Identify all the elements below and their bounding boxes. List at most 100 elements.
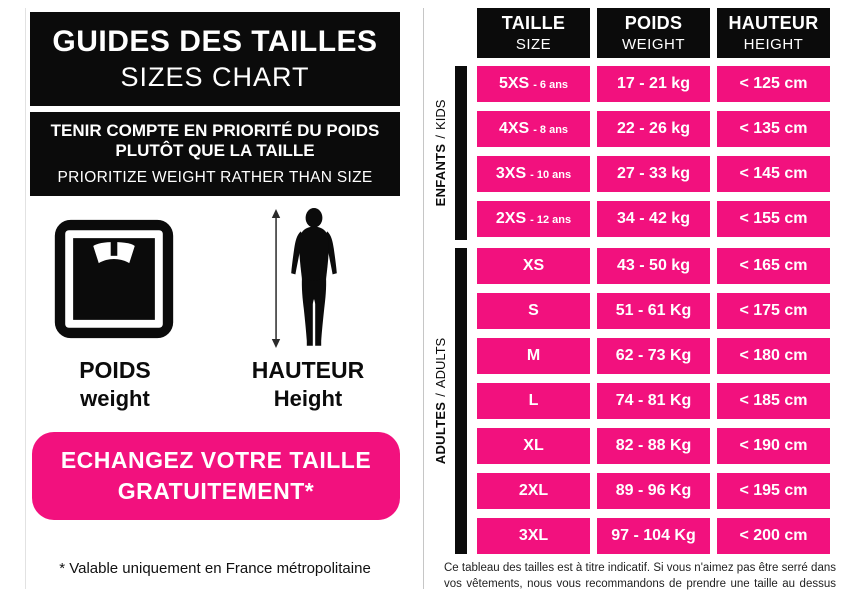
weight-cell: 17 - 21 kg — [597, 66, 710, 102]
adults-section-bar — [455, 248, 467, 554]
kids-label-separator: / — [432, 134, 448, 139]
page-title-fr: GUIDES DES TAILLES — [52, 25, 378, 58]
notice-en: PRIORITIZE WEIGHT RATHER THAN SIZE — [57, 169, 373, 187]
person-height-arrow-icon — [264, 207, 344, 350]
column-header-size-en: SIZE — [515, 36, 552, 53]
column-header-height-fr: HAUTEUR — [728, 13, 819, 33]
size-value: M — [526, 347, 541, 364]
size-value: 3XL — [518, 527, 549, 544]
height-cell: < 195 cm — [717, 473, 830, 509]
weight-cell: 51 - 61 Kg — [597, 293, 710, 329]
column-header-weight-en: WEIGHT — [622, 36, 685, 53]
height-cell: < 165 cm — [717, 248, 830, 284]
column-header-weight: POIDS WEIGHT — [597, 8, 710, 58]
size-cell: 3XS - 10 ans — [477, 156, 590, 192]
column-header-height-en: HEIGHT — [743, 36, 804, 53]
table-row: L 74 - 81 Kg < 185 cm — [477, 383, 830, 419]
size-age: - 8 ans — [533, 124, 569, 136]
height-cell: < 175 cm — [717, 293, 830, 329]
size-value: S — [528, 302, 539, 319]
adults-label-fr: ADULTES — [432, 401, 448, 465]
height-cell: < 145 cm — [717, 156, 830, 192]
size-cell: S — [477, 293, 590, 329]
size-cell: 2XS - 12 ans — [477, 201, 590, 237]
size-cell: 2XL — [477, 473, 590, 509]
column-header-size: TAILLE SIZE — [477, 8, 590, 58]
height-cell: < 200 cm — [717, 518, 830, 554]
weight-cell: 82 - 88 Kg — [597, 428, 710, 464]
table-disclaimer: Ce tableau des tailles est à titre indic… — [444, 562, 836, 591]
size-cell: 3XL — [477, 518, 590, 554]
table-row: XL 82 - 88 Kg < 190 cm — [477, 428, 830, 464]
weight-label-fr: POIDS — [79, 357, 151, 383]
size-cell: M — [477, 338, 590, 374]
size-value: XS — [522, 257, 545, 274]
title-banner: GUIDES DES TAILLES SIZES CHART — [30, 12, 400, 106]
notice-banner: TENIR COMPTE EN PRIORITÉ DU POIDS PLUTÔT… — [30, 112, 400, 196]
height-label-fr: HAUTEUR — [251, 357, 365, 383]
weight-cell: 74 - 81 Kg — [597, 383, 710, 419]
table-row: 2XL 89 - 96 Kg < 195 cm — [477, 473, 830, 509]
kids-section-label: ENFANTS / KIDS — [431, 66, 449, 240]
weight-cell: 43 - 50 kg — [597, 248, 710, 284]
double-arrow-icon — [271, 209, 281, 348]
height-cell: < 180 cm — [717, 338, 830, 374]
size-age: - 10 ans — [530, 169, 572, 181]
size-value: XL — [523, 437, 544, 454]
panel-divider-line — [423, 8, 424, 589]
weight-cell: 97 - 104 Kg — [597, 518, 710, 554]
table-row: 5XS - 6 ans 17 - 21 kg < 125 cm — [477, 66, 830, 102]
bathroom-scale-icon — [53, 218, 175, 340]
weight-label-en: weight — [80, 386, 150, 412]
left-fold-line — [25, 8, 26, 589]
weight-cell: 34 - 42 kg — [597, 201, 710, 237]
height-cell: < 185 cm — [717, 383, 830, 419]
size-age: - 6 ans — [533, 79, 569, 91]
size-value: 4XS — [498, 120, 530, 137]
height-cell: < 125 cm — [717, 66, 830, 102]
table-row: 3XS - 10 ans 27 - 33 kg < 145 cm — [477, 156, 830, 192]
table-row: 4XS - 8 ans 22 - 26 kg < 135 cm — [477, 111, 830, 147]
size-age: - 12 ans — [530, 214, 572, 226]
height-label: HAUTEUR Height — [228, 357, 388, 412]
table-row: 2XS - 12 ans 34 - 42 kg < 155 cm — [477, 201, 830, 237]
weight-cell: 89 - 96 Kg — [597, 473, 710, 509]
footnote: * Valable uniquement en France métropoli… — [59, 560, 371, 577]
column-header-height: HAUTEUR HEIGHT — [717, 8, 830, 58]
size-cell: L — [477, 383, 590, 419]
height-cell: < 135 cm — [717, 111, 830, 147]
column-header-size-fr: TAILLE — [501, 13, 566, 33]
table-row: XS 43 - 50 kg < 165 cm — [477, 248, 830, 284]
height-label-en: Height — [273, 386, 343, 412]
size-value: 5XS — [498, 75, 530, 92]
weight-label: POIDS weight — [35, 357, 195, 412]
kids-label-en: KIDS — [432, 99, 448, 130]
table-row: 3XL 97 - 104 Kg < 200 cm — [477, 518, 830, 554]
free-exchange-banner: ECHANGEZ VOTRE TAILLE GRATUITEMENT* — [32, 432, 400, 520]
size-value: L — [528, 392, 539, 409]
column-header-weight-fr: POIDS — [624, 13, 683, 33]
size-cell: 5XS - 6 ans — [477, 66, 590, 102]
adults-rows: XS 43 - 50 kg < 165 cm S 51 - 61 Kg < 175 cm M… — [477, 248, 830, 554]
table-row: S 51 - 61 Kg < 175 cm — [477, 293, 830, 329]
adults-label-en: ADULTS — [432, 337, 448, 389]
size-value: 2XL — [518, 482, 549, 499]
banner-line2: GRATUITEMENT* — [117, 478, 315, 504]
size-cell: XS — [477, 248, 590, 284]
adults-section-label: ADULTES / ADULTS — [431, 248, 449, 554]
kids-label-fr: ENFANTS — [432, 143, 448, 207]
kids-section-bar — [455, 66, 467, 240]
weight-cell: 27 - 33 kg — [597, 156, 710, 192]
kids-rows: 5XS - 6 ans 17 - 21 kg < 125 cm 4XS - 8 ans 22… — [477, 66, 830, 237]
adults-label-separator: / — [432, 393, 448, 397]
size-cell: 4XS - 8 ans — [477, 111, 590, 147]
banner-line1: ECHANGEZ VOTRE TAILLE — [60, 446, 372, 473]
size-cell: XL — [477, 428, 590, 464]
weight-cell: 22 - 26 kg — [597, 111, 710, 147]
weight-cell: 62 - 73 Kg — [597, 338, 710, 374]
table-row: M 62 - 73 Kg < 180 cm — [477, 338, 830, 374]
height-cell: < 190 cm — [717, 428, 830, 464]
size-value: 3XS — [495, 165, 527, 182]
notice-fr-line1: TENIR COMPTE EN PRIORITÉ DU POIDS — [50, 120, 380, 140]
